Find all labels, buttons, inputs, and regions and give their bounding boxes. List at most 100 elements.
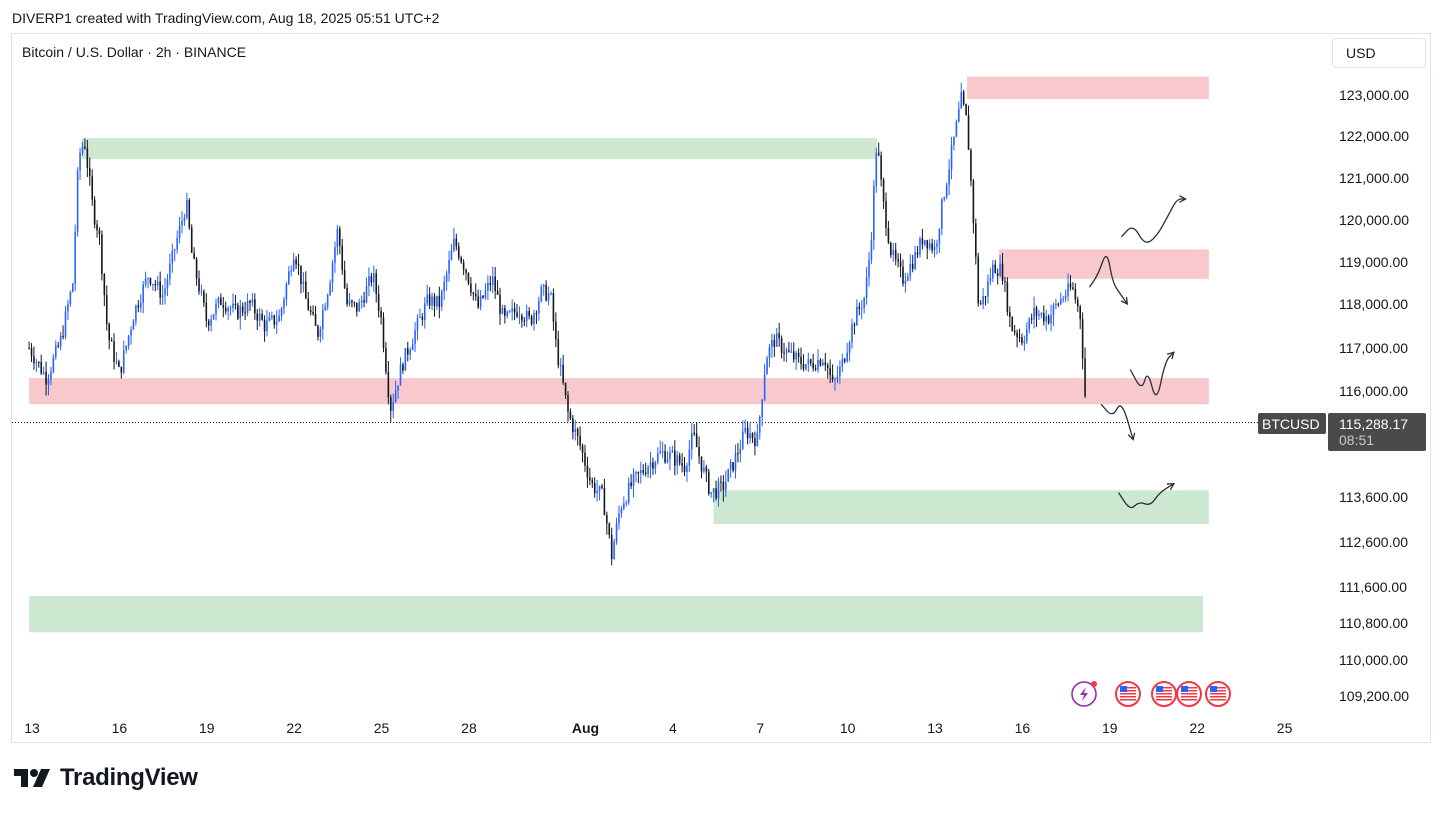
candle-66 — [188, 198, 191, 230]
time-tick-label: 16 — [112, 720, 128, 736]
candle-293 — [739, 439, 742, 463]
candle-54 — [159, 271, 161, 305]
candle-93 — [254, 293, 256, 320]
candle-263 — [666, 451, 669, 464]
resistance-zone-2 — [29, 378, 1209, 405]
candle-91 — [249, 299, 251, 311]
candle-348 — [873, 179, 875, 251]
candle-87 — [239, 299, 242, 330]
candle-389 — [972, 178, 975, 234]
time-tick-label: 16 — [1015, 720, 1031, 736]
candle-188 — [484, 283, 487, 300]
candle-76 — [212, 313, 215, 320]
candle-102 — [275, 310, 278, 335]
candle-116 — [309, 305, 312, 316]
candle-70 — [198, 270, 200, 295]
candle-103 — [278, 309, 280, 323]
candle-27 — [93, 196, 96, 229]
candle-152 — [397, 385, 399, 399]
price-tick-label: 120,000.00 — [1339, 212, 1409, 228]
resistance-zone-0 — [967, 76, 1209, 100]
candle-220 — [562, 354, 564, 385]
candle-247 — [627, 477, 630, 505]
candle-34 — [110, 337, 113, 342]
candle-316 — [795, 350, 797, 371]
candle-180 — [465, 268, 467, 281]
candle-289 — [729, 459, 732, 478]
candle-207 — [530, 314, 533, 327]
candle-368 — [921, 228, 924, 250]
candle-391 — [977, 252, 980, 307]
candle-189 — [487, 275, 489, 300]
time-axis: 13 16 19 22 25 28 Aug 4 7 10 13 16 19 22 25 — [24, 720, 1292, 736]
candle-317 — [797, 348, 800, 363]
candle-292 — [737, 443, 739, 463]
tradingview-logo[interactable]: TradingView — [14, 764, 198, 792]
candle-187 — [482, 295, 484, 300]
candle-307 — [773, 334, 776, 357]
candle-429 — [1069, 275, 1072, 291]
candle-108 — [290, 265, 293, 277]
candle-79 — [220, 293, 222, 306]
candle-266 — [674, 440, 676, 476]
candle-412 — [1028, 317, 1031, 334]
candle-16 — [67, 299, 69, 321]
candle-9 — [50, 366, 52, 386]
time-tick-label: 25 — [374, 720, 390, 736]
candle-235 — [598, 485, 601, 501]
candle-285 — [720, 475, 722, 492]
candle-396 — [989, 267, 992, 286]
time-tick-label: 10 — [840, 720, 856, 736]
candle-288 — [727, 468, 730, 483]
candle-287 — [724, 470, 727, 497]
candle-275 — [695, 422, 698, 448]
currency-button[interactable]: USD — [1332, 38, 1426, 68]
candle-194 — [499, 287, 501, 325]
candle-258 — [654, 460, 657, 475]
candle-153 — [399, 357, 402, 386]
candle-21 — [79, 148, 81, 180]
candle-281 — [710, 492, 713, 498]
candle-350 — [877, 142, 880, 157]
candle-141 — [370, 272, 373, 287]
candle-280 — [707, 469, 710, 496]
us-flag-event-icon — [1115, 681, 1141, 707]
candle-42 — [130, 326, 132, 345]
chart-pane[interactable] — [11, 33, 1431, 743]
candle-347 — [870, 231, 873, 265]
candle-217 — [555, 312, 557, 348]
price-tick-label: 111,600.00 — [1339, 579, 1407, 595]
candle-82 — [227, 305, 229, 320]
zones-layer — [29, 76, 1209, 633]
candle-253 — [642, 464, 645, 476]
candle-308 — [775, 328, 778, 348]
candle-382 — [955, 119, 958, 138]
candle-271 — [686, 462, 688, 483]
candle-315 — [792, 342, 795, 363]
price-tick-label: 110,000.00 — [1339, 652, 1408, 668]
candle-142 — [372, 265, 375, 292]
candle-129 — [341, 239, 344, 275]
candle-337 — [846, 342, 848, 363]
candle-156 — [406, 341, 409, 362]
time-tick-label: 13 — [24, 720, 40, 736]
candle-321 — [807, 352, 810, 372]
candle-294 — [741, 420, 744, 450]
candle-161 — [419, 308, 421, 319]
candle-13 — [59, 331, 62, 351]
candle-41 — [127, 334, 130, 350]
candle-372 — [931, 238, 933, 254]
candle-270 — [683, 456, 686, 477]
support-zone-5 — [29, 596, 1204, 633]
candle-45 — [137, 300, 140, 313]
candle-36 — [115, 351, 118, 365]
candle-138 — [363, 291, 365, 308]
candle-305 — [768, 343, 771, 368]
candle-349 — [875, 147, 878, 193]
candle-97 — [263, 315, 266, 342]
candle-374 — [936, 239, 938, 255]
candle-227 — [579, 426, 581, 451]
candle-283 — [715, 480, 717, 501]
resistance-zone-1 — [999, 249, 1209, 279]
